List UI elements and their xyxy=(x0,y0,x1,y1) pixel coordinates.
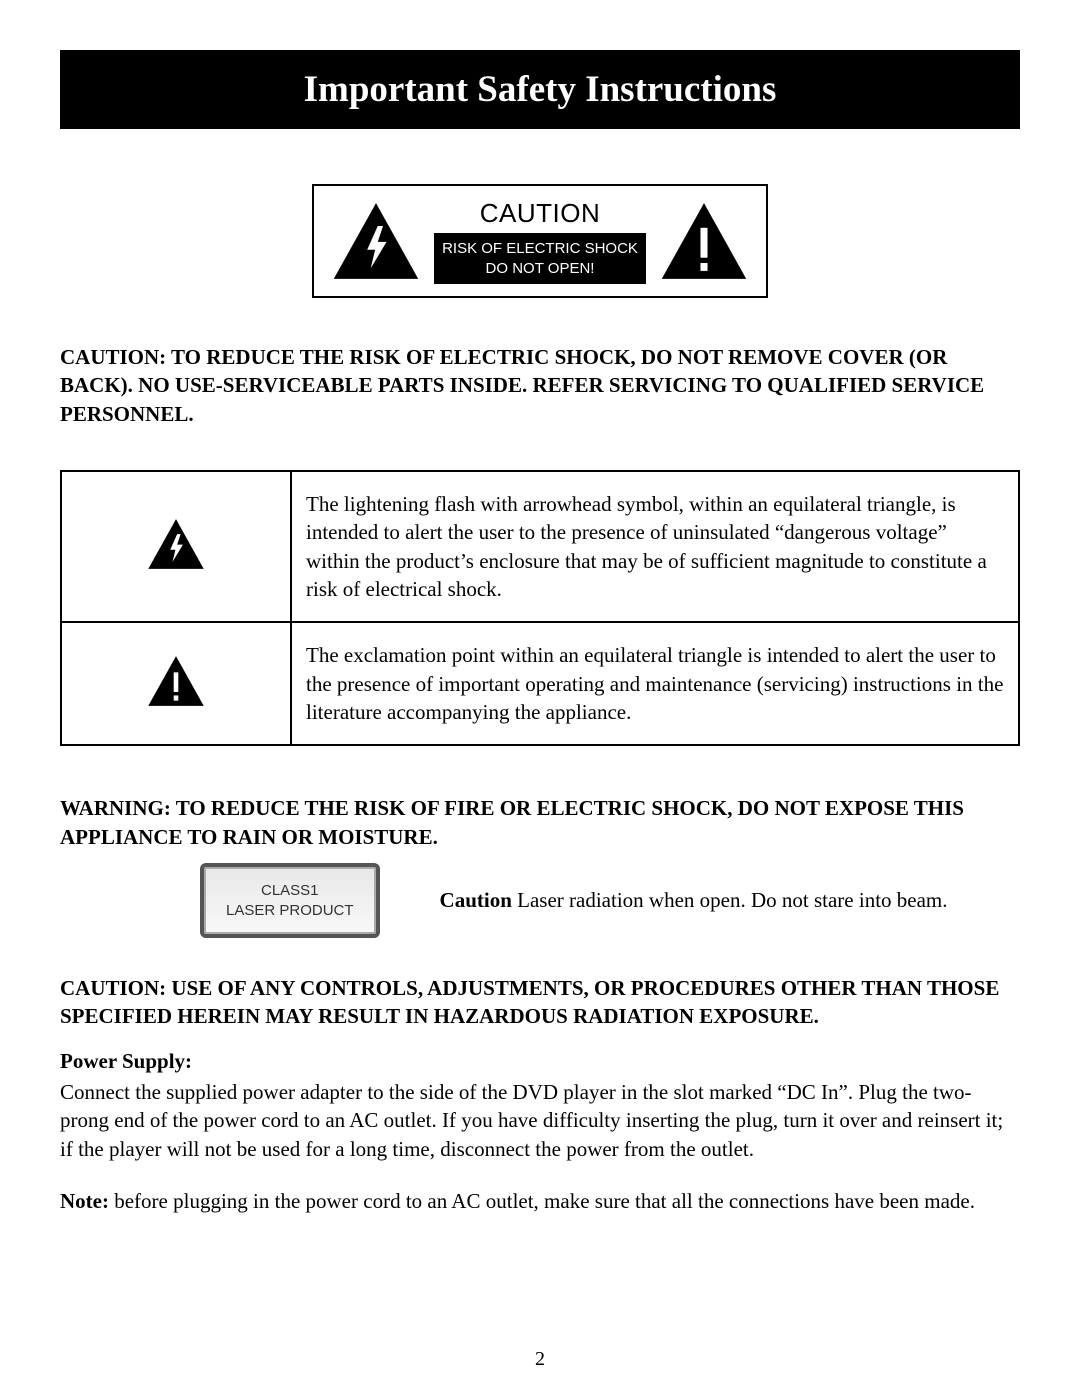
caution-paragraph-1: CAUTION: TO REDUCE THE RISK OF ELECTRIC … xyxy=(60,343,1020,428)
laser-product-label: CLASS1 LASER PRODUCT xyxy=(200,863,380,938)
note-body: before plugging in the power cord to an … xyxy=(114,1189,975,1213)
symbol-description: The exclamation point within an equilate… xyxy=(291,622,1019,745)
power-supply-body: Connect the supplied power adapter to th… xyxy=(60,1078,1020,1163)
laser-caution-text: Caution Laser radiation when open. Do no… xyxy=(440,888,948,913)
caution-black-box: RISK OF ELECTRIC SHOCK DO NOT OPEN! xyxy=(434,233,646,284)
caution-box-container: CAUTION RISK OF ELECTRIC SHOCK DO NOT OP… xyxy=(60,184,1020,298)
table-row: The exclamation point within an equilate… xyxy=(61,622,1019,745)
laser-caution-prefix: Caution xyxy=(440,888,518,912)
icon-cell-lightning xyxy=(61,471,291,622)
exclamation-triangle-icon xyxy=(147,655,205,707)
symbol-description: The lightening flash with arrowhead symb… xyxy=(291,471,1019,622)
note-paragraph: Note: before plugging in the power cord … xyxy=(60,1187,1020,1215)
laser-label-line1: CLASS1 xyxy=(226,881,354,901)
laser-label-line2: LASER PRODUCT xyxy=(226,901,354,921)
icon-cell-exclamation xyxy=(61,622,291,745)
lightning-triangle-icon xyxy=(332,201,420,281)
laser-caution-body: Laser radiation when open. Do not stare … xyxy=(517,888,947,912)
note-prefix: Note: xyxy=(60,1189,114,1213)
symbol-explanation-table: The lightening flash with arrowhead symb… xyxy=(60,470,1020,746)
caution-open-line: DO NOT OPEN! xyxy=(442,259,638,279)
lightning-triangle-icon xyxy=(147,518,205,570)
caution-title: CAUTION xyxy=(434,198,646,229)
caution-paragraph-3: CAUTION: USE OF ANY CONTROLS, ADJUSTMENT… xyxy=(60,974,1020,1031)
caution-box: CAUTION RISK OF ELECTRIC SHOCK DO NOT OP… xyxy=(312,184,768,298)
exclamation-triangle-icon xyxy=(660,201,748,281)
laser-row: CLASS1 LASER PRODUCT Caution Laser radia… xyxy=(200,863,1020,938)
power-supply-heading: Power Supply: xyxy=(60,1049,1020,1074)
caution-risk-line: RISK OF ELECTRIC SHOCK xyxy=(442,239,638,259)
page-header: Important Safety Instructions xyxy=(60,50,1020,129)
page-number: 2 xyxy=(0,1348,1080,1371)
caution-center-text: CAUTION RISK OF ELECTRIC SHOCK DO NOT OP… xyxy=(434,198,646,284)
table-row: The lightening flash with arrowhead symb… xyxy=(61,471,1019,622)
warning-paragraph-2: WARNING: TO REDUCE THE RISK OF FIRE OR E… xyxy=(60,794,1020,851)
